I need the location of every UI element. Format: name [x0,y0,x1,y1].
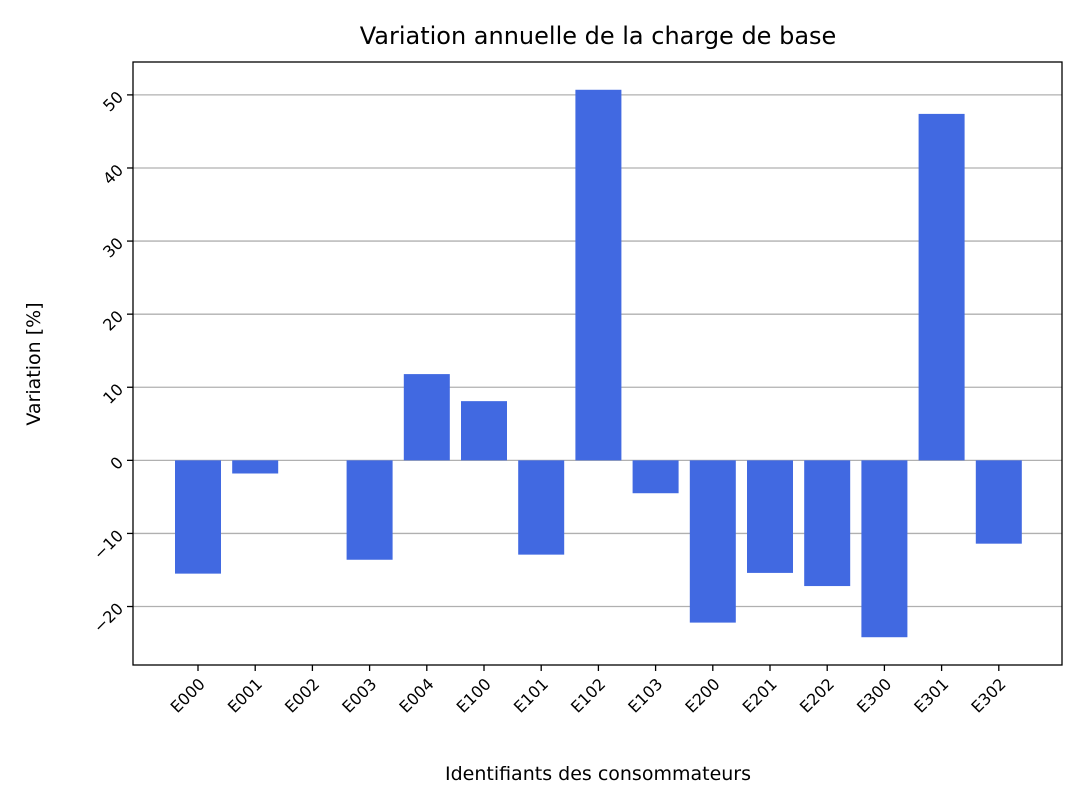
bar-e301 [918,113,965,461]
y-axis-label: Variation [%] [23,302,45,425]
chart-title: Variation annuelle de la charge de base [360,22,837,50]
bar-e202 [804,460,851,587]
bar-e004 [403,374,450,461]
bar-e302 [975,460,1022,544]
bar-e001 [232,460,279,474]
bars [175,89,1022,638]
plot-frame [132,61,1063,666]
bar-e101 [518,460,565,555]
bar-e200 [689,460,736,623]
bar-e003 [346,460,393,560]
bar-e103 [632,460,679,494]
bar-e000 [175,460,221,574]
x-axis-label: Identifiants des consommateurs [445,763,751,785]
bar-e300 [861,460,908,638]
bar-e100 [461,401,507,461]
bar-e201 [747,460,793,573]
bar-e102 [575,89,622,461]
